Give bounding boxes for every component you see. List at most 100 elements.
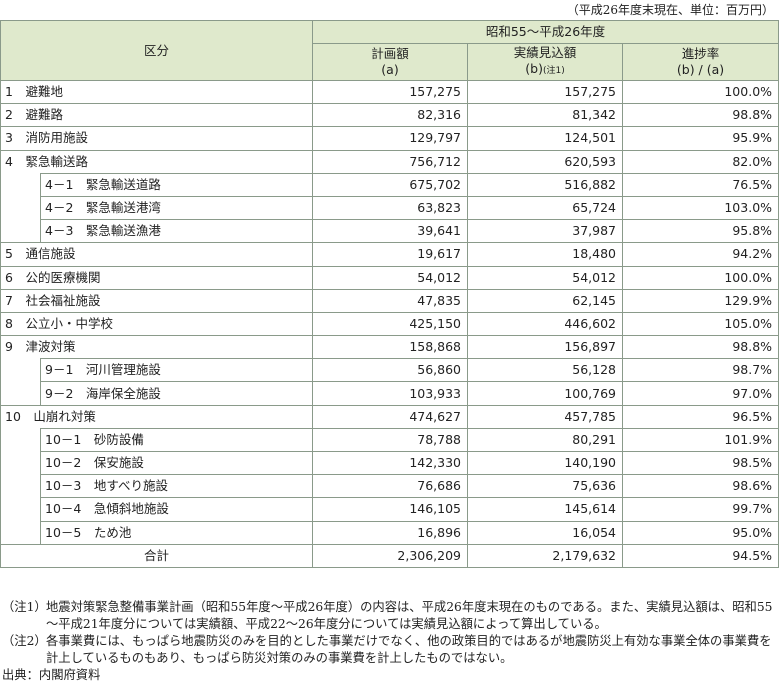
period-header: 昭和55～平成26年度	[312, 20, 780, 44]
actual-value: 457,785	[467, 404, 624, 429]
indent-cell	[0, 381, 41, 406]
note-2: （注2） 各事業費には、もっぱら地震防災のみを目的とした事業だけでなく、他の政策目…	[2, 633, 778, 667]
plan-value: 756,712	[312, 149, 469, 174]
row-label: 10－3 地すべり施設	[39, 474, 314, 499]
plan-value: 158,868	[312, 335, 469, 360]
row-label: 3 消防用施設	[0, 126, 314, 151]
note-1-text: 地震対策緊急整備事業計画（昭和55年度～平成26年度）の内容は、平成26年度末現…	[46, 600, 773, 631]
table-row: 10－3 地すべり施設 76,686 75,636 98.6%	[0, 474, 780, 499]
budget-table: 区分 昭和55～平成26年度 計画額 (a) 実績見込額 (b)(注1) 進捗率 (b…	[0, 20, 780, 568]
rate-value: 105.0%	[622, 311, 780, 337]
plan-value: 63,823	[312, 195, 469, 221]
plan-value: 425,150	[312, 311, 469, 337]
rate-value: 98.8%	[622, 335, 780, 360]
table-row: 4－1 緊急輸送道路 675,702 516,882 76.5%	[0, 172, 780, 197]
total-rate: 94.5%	[622, 543, 780, 568]
rate-value: 95.8%	[622, 219, 780, 244]
rate-value: 100.0%	[622, 79, 780, 105]
actual-value: 100,769	[467, 381, 624, 406]
actual-value: 145,614	[467, 497, 624, 522]
row-label: 10－2 保安施設	[39, 450, 314, 476]
actual-value: 54,012	[467, 265, 624, 290]
row-label: 4－3 緊急輸送漁港	[39, 219, 314, 244]
plan-value: 82,316	[312, 103, 469, 128]
category-header: 区分	[0, 20, 314, 81]
actual-value: 81,342	[467, 103, 624, 128]
rate-value: 98.7%	[622, 358, 780, 383]
rate-value: 98.5%	[622, 450, 780, 476]
table-row: 6 公的医療機関 54,012 54,012 100.0%	[0, 265, 780, 290]
rate-value: 101.9%	[622, 427, 780, 453]
total-actual: 2,179,632	[467, 543, 624, 568]
plan-value: 16,896	[312, 520, 469, 545]
actual-value: 56,128	[467, 358, 624, 383]
actual-value: 156,897	[467, 335, 624, 360]
notes-section: （注1） 地震対策緊急整備事業計画（昭和55年度～平成26年度）の内容は、平成26…	[2, 599, 778, 684]
table-row: 10－4 急傾斜地施設 146,105 145,614 99.7%	[0, 497, 780, 522]
row-label: 1 避難地	[0, 79, 314, 105]
plan-value: 103,933	[312, 381, 469, 406]
plan-value: 76,686	[312, 474, 469, 499]
plan-value: 157,275	[312, 79, 469, 105]
rate-value: 98.8%	[622, 103, 780, 128]
indent-cell	[0, 521, 41, 545]
rate-header: 進捗率 (b) / (a)	[622, 43, 780, 81]
row-label: 4－2 緊急輸送港湾	[39, 195, 314, 221]
actual-value: 516,882	[467, 172, 624, 197]
row-label: 10－5 ため池	[39, 520, 314, 545]
actual-value: 75,636	[467, 474, 624, 499]
plan-value: 19,617	[312, 242, 469, 267]
table-row: 4－2 緊急輸送港湾 63,823 65,724 103.0%	[0, 195, 780, 221]
actual-header: 実績見込額 (b)(注1)	[467, 43, 624, 81]
table-row: 9－2 海岸保全施設 103,933 100,769 97.0%	[0, 381, 780, 406]
plan-value: 47,835	[312, 288, 469, 313]
plan-value: 56,860	[312, 358, 469, 383]
total-label: 合計	[0, 543, 314, 568]
table-row: 2 避難路 82,316 81,342 98.8%	[0, 103, 780, 128]
actual-header-label: 実績見込額	[513, 45, 577, 60]
row-label: 10－1 砂防設備	[39, 427, 314, 453]
indent-cell	[0, 173, 41, 197]
row-label: 9 津波対策	[0, 335, 314, 359]
rate-value: 94.2%	[622, 242, 780, 267]
plan-value: 54,012	[312, 265, 469, 290]
indent-cell	[0, 474, 41, 498]
note-1: （注1） 地震対策緊急整備事業計画（昭和55年度～平成26年度）の内容は、平成26…	[2, 599, 778, 633]
row-label: 10－4 急傾斜地施設	[39, 497, 314, 522]
row-label: 8 公立小・中学校	[0, 311, 314, 337]
actual-value: 157,275	[467, 79, 624, 105]
note-1-tag: （注1）	[2, 600, 47, 614]
table-row: 10 山崩れ対策 474,627 457,785 96.5%	[0, 404, 780, 429]
actual-value: 140,190	[467, 450, 624, 476]
plan-header-formula: (a)	[381, 62, 399, 77]
actual-value: 18,480	[467, 242, 624, 267]
row-label: 9－2 海岸保全施設	[39, 381, 314, 406]
plan-value: 675,702	[312, 172, 469, 197]
plan-value: 78,788	[312, 427, 469, 453]
actual-value: 37,987	[467, 219, 624, 244]
actual-header-footnote: (注1)	[542, 66, 565, 76]
row-label: 2 避難路	[0, 103, 314, 128]
table-row: 10－1 砂防設備 78,788 80,291 101.9%	[0, 427, 780, 453]
table-row: 10－2 保安施設 142,330 140,190 98.5%	[0, 450, 780, 476]
actual-value: 80,291	[467, 427, 624, 453]
indent-cell	[0, 451, 41, 475]
total-plan: 2,306,209	[312, 543, 469, 568]
table-row: 5 通信施設 19,617 18,480 94.2%	[0, 242, 780, 267]
table-row: 4 緊急輸送路 756,712 620,593 82.0%	[0, 149, 780, 174]
rate-value: 129.9%	[622, 288, 780, 313]
total-row: 合計 2,306,209 2,179,632 94.5%	[0, 543, 780, 568]
plan-value: 129,797	[312, 126, 469, 151]
rate-value: 98.6%	[622, 474, 780, 499]
actual-value: 65,724	[467, 195, 624, 221]
actual-value: 62,145	[467, 288, 624, 313]
indent-cell	[0, 497, 41, 522]
indent-cell	[0, 219, 41, 243]
unit-note: （平成26年度末現在、単位：百万円）	[566, 3, 774, 17]
rate-value: 82.0%	[622, 149, 780, 174]
rate-value: 99.7%	[622, 497, 780, 522]
plan-value: 146,105	[312, 497, 469, 522]
rate-value: 95.9%	[622, 126, 780, 151]
note-2-text: 各事業費には、もっぱら地震防災のみを目的とした事業だけでなく、他の政策目的ではあ…	[46, 634, 772, 665]
row-label: 4－1 緊急輸送道路	[39, 172, 314, 197]
